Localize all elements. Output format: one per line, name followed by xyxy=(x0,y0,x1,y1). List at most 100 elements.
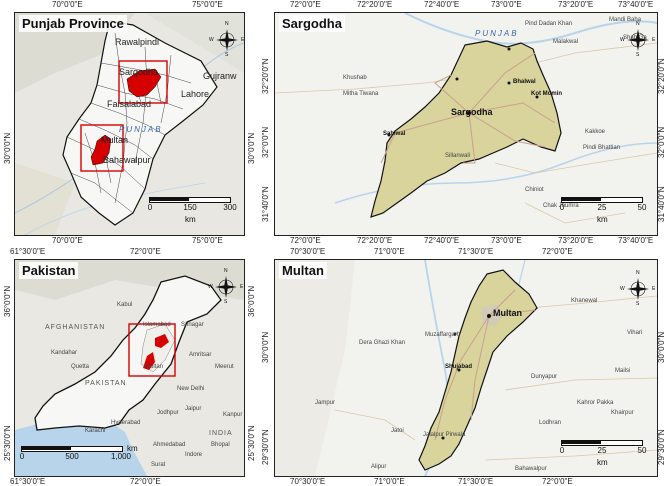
scale-value: 50 xyxy=(637,446,647,455)
sargodha-map-svg xyxy=(275,13,657,235)
map-label: Jatoi xyxy=(391,428,404,434)
map-label: Chak Jhumra xyxy=(543,203,579,209)
scale-value: 500 xyxy=(65,452,79,461)
map-label: Rawalpindi xyxy=(115,37,160,47)
top-tick: 72°0'0"E xyxy=(542,247,573,256)
compass-n: N xyxy=(225,21,229,27)
map-label: Multan xyxy=(493,308,522,318)
top-tick: 70°0'0"E xyxy=(52,0,83,9)
bottom-tick: 72°40'0"E xyxy=(424,236,460,245)
north-arrow: N S W E xyxy=(208,268,243,305)
compass-e: E xyxy=(652,286,656,292)
map-label: INDIA xyxy=(209,430,233,437)
right-tick: 25°30'0"N xyxy=(247,425,256,461)
map-label: Indore xyxy=(185,452,203,458)
compass-w: W xyxy=(208,284,213,290)
map-label: Bhopal xyxy=(211,442,230,448)
map-label: Karachi xyxy=(85,428,106,434)
map-label: Kandahar xyxy=(51,350,78,356)
map-label: Kanpur xyxy=(223,412,243,418)
map-label: PAKISTAN xyxy=(85,380,127,387)
panel-title: Punjab Province xyxy=(19,15,127,32)
map-label: Jaipur xyxy=(185,406,202,412)
bottom-tick: 71°30'0"E xyxy=(458,477,494,486)
bottom-tick: 75°0'0"E xyxy=(192,236,223,245)
scale-value: 0 xyxy=(147,203,153,212)
map-label: Hyderabad xyxy=(111,420,141,426)
bottom-tick: 73°20'0"E xyxy=(558,236,594,245)
right-tick: 36°0'0"N xyxy=(247,285,256,317)
map-frame-multan: Multan Shujabad Muzaffargarh Jalalpur Pi… xyxy=(274,259,658,477)
map-label: Mandi Baha xyxy=(609,17,642,23)
bottom-tick: 72°0'0"E xyxy=(130,477,161,486)
compass-n: N xyxy=(636,21,640,27)
panel-title: Pakistan xyxy=(19,262,79,279)
map-label: Shah Ga xyxy=(623,35,647,41)
panel-multan: 70°30'0"E 71°0'0"E 71°30'0"E 72°0'0"E 70… xyxy=(258,245,669,486)
map-label: Multan xyxy=(145,364,164,370)
top-tick: 72°20'0"E xyxy=(357,0,393,9)
scale-bar: 0 25 50 km xyxy=(560,197,646,224)
map-label: Khairpur xyxy=(611,410,634,416)
compass-e: E xyxy=(652,37,656,43)
scale-bar: 0 500 1,000 km xyxy=(20,444,138,461)
map-label: Gujranw xyxy=(203,71,237,81)
map-label: Amritsar xyxy=(189,352,212,358)
left-tick: 36°0'0"N xyxy=(3,285,12,317)
scale-value: 150 xyxy=(183,203,197,212)
right-tick: 29°30'0"N xyxy=(657,429,666,465)
top-tick: 72°0'0"E xyxy=(290,0,321,9)
multan-district-polygon xyxy=(418,269,538,471)
panel-title: Multan xyxy=(279,262,327,279)
map-label: Kakkoe xyxy=(585,129,606,135)
map-label: Jalalpur Pirwala xyxy=(423,432,466,438)
map-label: Malakwal xyxy=(553,39,579,45)
map-frame-sargodha: Sargodha Bhalwal Kot Momin Sahiwal Silla… xyxy=(274,12,658,236)
map-label: Sahiwal xyxy=(383,131,406,137)
map-label: Muzaffargarh xyxy=(425,332,461,338)
right-tick: 30°0'0"N xyxy=(247,132,256,164)
left-tick: 30°0'0"N xyxy=(261,331,270,363)
punjab-map-svg xyxy=(15,13,244,235)
compass-s: S xyxy=(224,299,228,305)
panel-pakistan: 61°30'0"E 72°0'0"E 61°30'0"E 72°0'0"E 36… xyxy=(0,245,258,486)
left-tick: 32°20'0"N xyxy=(261,58,270,94)
map-label: Pind Dadan Khan xyxy=(525,21,573,27)
map-label: AFGHANISTAN xyxy=(45,324,106,331)
map-label: Mailsi xyxy=(615,368,631,374)
map-label: Kot Momin xyxy=(531,91,562,97)
scale-value: 0 xyxy=(559,446,565,455)
map-label: Sargodha xyxy=(119,67,159,77)
map-label: Dera Ghazi Khan xyxy=(359,340,406,346)
top-tick: 72°40'0"E xyxy=(424,0,460,9)
panel-punjab-province: 70°0'0"E 75°0'0"E 70°0'0"E 75°0'0"E 30°0… xyxy=(0,0,258,245)
map-label: Faisalabad xyxy=(107,99,152,109)
left-tick: 31°40'0"N xyxy=(261,186,270,222)
bottom-tick: 72°0'0"E xyxy=(542,477,573,486)
scale-unit: km xyxy=(597,215,608,224)
right-tick: 31°40'0"N xyxy=(657,186,666,222)
compass-s: S xyxy=(636,52,640,58)
map-label: Kahror Pakka xyxy=(577,400,614,406)
map-frame-punjab: Rawalpindi Sargodha Gujranw Lahore Faisa… xyxy=(14,12,245,236)
map-frame-pakistan: AFGHANISTAN PAKISTAN INDIA Islamabad Sri… xyxy=(14,259,245,477)
map-label: Sargodha xyxy=(451,107,493,117)
map-label: Jodhpur xyxy=(157,410,179,416)
scale-value: 25 xyxy=(597,446,607,455)
top-tick: 71°0'0"E xyxy=(374,247,405,256)
sargodha-district-highlight xyxy=(126,68,162,98)
scale-bar: 0 150 300 km xyxy=(147,197,237,224)
scale-value: 25 xyxy=(597,203,607,212)
scale-value: 50 xyxy=(637,203,647,212)
map-label: Shujabad xyxy=(445,364,473,370)
map-label: Srinagar xyxy=(181,322,204,328)
map-label: Jampur xyxy=(315,400,336,406)
top-tick: 71°30'0"E xyxy=(458,247,494,256)
map-label: Lodhran xyxy=(539,420,562,426)
top-tick: 72°0'0"E xyxy=(130,247,161,256)
top-tick: 73°40'0"E xyxy=(618,0,654,9)
pakistan-outline xyxy=(34,275,222,431)
bottom-tick: 72°20'0"E xyxy=(357,236,393,245)
map-label: Surat xyxy=(151,462,166,468)
bottom-tick: 70°30'0"E xyxy=(290,477,326,486)
